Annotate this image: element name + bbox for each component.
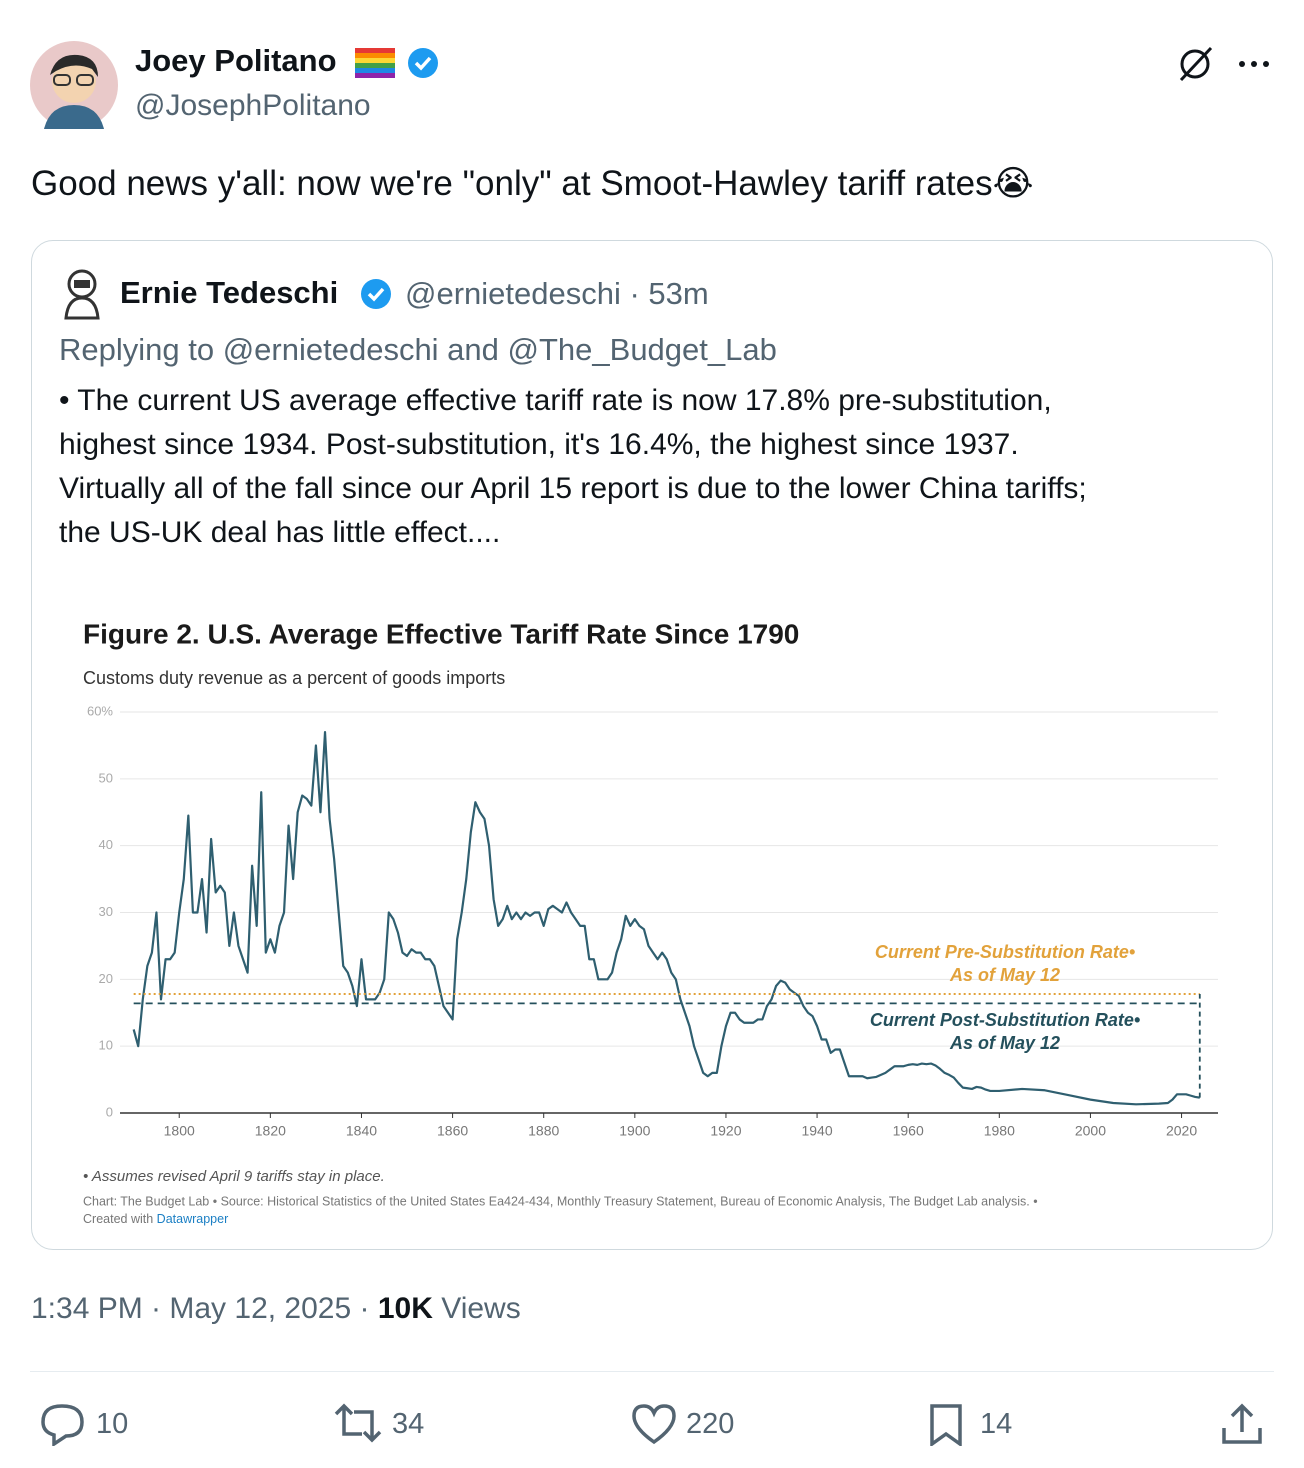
tweet-text: Good news y'all: now we're "only" at Smo… xyxy=(31,164,1034,203)
x-tick-label: 2020 xyxy=(1166,1123,1197,1139)
y-tick-label: 40 xyxy=(99,837,113,852)
author-handle[interactable]: @JosephPolitano xyxy=(135,89,371,122)
chart: Figure 2. U.S. Average Effective Tariff … xyxy=(83,618,1218,1226)
quote-text-line: highest since 1934. Post-substitution, i… xyxy=(59,428,1019,461)
avatar[interactable] xyxy=(30,41,120,131)
y-tick-label: 30 xyxy=(99,904,113,919)
header-icons[interactable] xyxy=(1175,44,1275,84)
x-tick-label: 1800 xyxy=(164,1123,195,1139)
y-tick-label: 20 xyxy=(99,971,113,986)
x-tick-label: 1880 xyxy=(528,1123,559,1139)
author-name[interactable]: Joey Politano xyxy=(135,43,337,78)
repost-icon[interactable] xyxy=(332,1402,384,1446)
y-tick-label: 10 xyxy=(99,1038,113,1053)
chart-subtitle: Customs duty revenue as a percent of goo… xyxy=(83,668,505,688)
quote-author-meta: @ernietedeschi · 53m xyxy=(405,276,709,311)
credit-text: Created with xyxy=(83,1212,153,1226)
quote-avatar[interactable] xyxy=(58,266,104,320)
divider xyxy=(30,1371,1274,1372)
x-tick-label: 1860 xyxy=(437,1123,468,1139)
bookmark-icon[interactable] xyxy=(926,1402,966,1446)
tweet-meta: 1:34 PM · May 12, 2025 · 10K Views xyxy=(31,1292,521,1326)
reference-label: As of May 12 xyxy=(949,1033,1060,1053)
reply-icon[interactable] xyxy=(40,1402,88,1446)
quote-text-line: • The current US average effective tarif… xyxy=(59,384,1052,417)
chart-note: • Assumes revised April 9 tariffs stay i… xyxy=(83,1168,385,1185)
x-tick-label: 1980 xyxy=(984,1123,1015,1139)
chart-title: Figure 2. U.S. Average Effective Tariff … xyxy=(83,618,799,649)
views-label: Views xyxy=(441,1292,521,1325)
reply-count: 10 xyxy=(96,1408,129,1440)
credit-link[interactable]: Datawrapper xyxy=(157,1212,229,1226)
timestamp[interactable]: 1:34 PM · May 12, 2025 · xyxy=(31,1292,370,1325)
x-tick-label: 1920 xyxy=(710,1123,741,1139)
x-tick-label: 1940 xyxy=(801,1123,832,1139)
views-count: 10K xyxy=(377,1292,433,1325)
x-tick-label: 1900 xyxy=(619,1123,650,1139)
x-tick-label: 1960 xyxy=(893,1123,924,1139)
x-tick-label: 1820 xyxy=(255,1123,286,1139)
repost-count: 34 xyxy=(392,1408,425,1440)
like-icon[interactable] xyxy=(630,1402,678,1446)
y-tick-label: 0 xyxy=(106,1104,113,1119)
x-tick-label: 1840 xyxy=(346,1123,377,1139)
y-tick-label: 60% xyxy=(87,703,113,718)
chart-source: Chart: The Budget Lab • Source: Historic… xyxy=(83,1194,1038,1208)
quote-text-line: Virtually all of the fall since our Apri… xyxy=(59,472,1087,505)
data-line xyxy=(132,730,1200,1106)
badges xyxy=(355,48,438,78)
quote-author-name[interactable]: Ernie Tedeschi xyxy=(120,275,339,310)
bookmark-count: 14 xyxy=(980,1408,1013,1440)
verified-badge xyxy=(361,279,391,309)
chart-credit: Created with Datawrapper xyxy=(83,1212,228,1226)
like-count: 220 xyxy=(686,1408,735,1440)
quote-card[interactable] xyxy=(31,240,1273,1250)
quote-text-line: the US-UK deal has little effect.... xyxy=(59,516,501,549)
reference-label: As of May 12 xyxy=(949,965,1060,985)
replying-to: Replying to @ernietedeschi and @The_Budg… xyxy=(59,332,777,367)
y-tick-label: 50 xyxy=(99,770,113,785)
reference-label: Current Pre-Substitution Rate• xyxy=(875,942,1135,962)
x-tick-label: 2000 xyxy=(1075,1123,1106,1139)
share-icon[interactable] xyxy=(1220,1402,1264,1446)
reference-label: Current Post-Substitution Rate• xyxy=(870,1010,1140,1030)
